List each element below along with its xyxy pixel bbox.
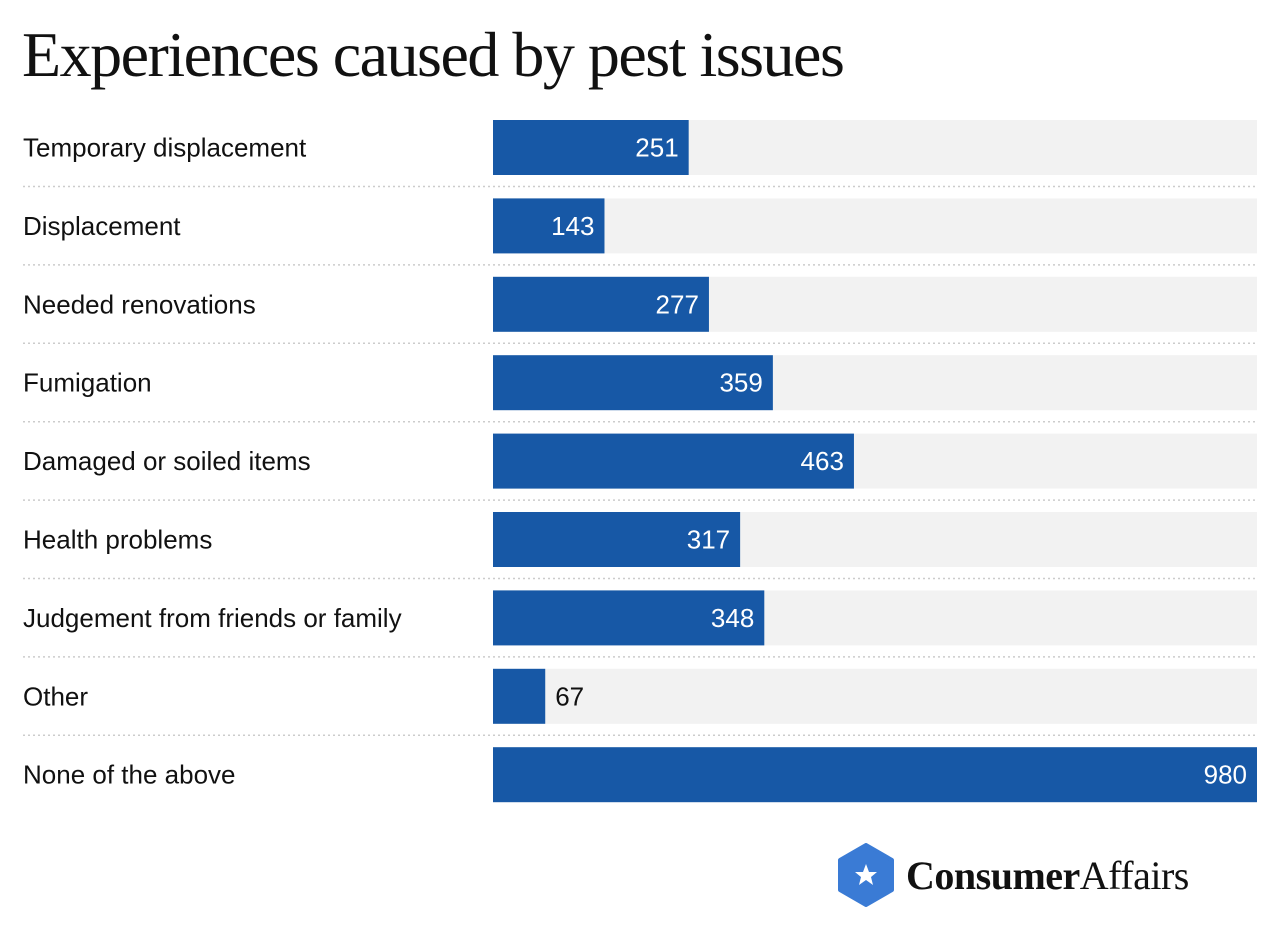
logo-text: ConsumerAffairs — [906, 852, 1189, 898]
bar-chart: Temporary displacement 251 Displacement 143… — [23, 120, 1257, 803]
value-label: 251 — [635, 133, 678, 163]
value-label: 348 — [711, 603, 754, 633]
value-label: 359 — [719, 368, 762, 398]
category-label: Damaged or soiled items — [23, 446, 311, 476]
bar — [493, 668, 546, 724]
category-label: Other — [23, 681, 88, 711]
consumeraffairs-logo: ConsumerAffairs — [836, 843, 1189, 907]
bar — [493, 512, 741, 567]
bar — [493, 355, 773, 411]
bar-row: Needed renovations 277 — [23, 276, 1257, 345]
value-label: 317 — [687, 525, 730, 555]
value-label: 463 — [801, 446, 844, 476]
bar-row: Fumigation 359 — [23, 355, 1257, 423]
value-label: 277 — [656, 289, 699, 319]
category-label: Fumigation — [23, 368, 152, 398]
value-label: 143 — [551, 211, 594, 241]
bar-row: Displacement 143 — [23, 198, 1257, 266]
category-label: None of the above — [23, 760, 236, 790]
value-label: 67 — [555, 681, 584, 711]
bar-row: Damaged or soiled items 463 — [23, 433, 1257, 501]
bar-row: Other 67 — [23, 668, 1257, 737]
bar-row: None of the above 980 — [23, 747, 1257, 803]
bar — [493, 590, 765, 646]
star-hexagon-icon — [838, 843, 894, 907]
bar-row: Health problems 317 — [23, 512, 1257, 580]
bar — [493, 747, 1257, 803]
bar-track — [493, 198, 1257, 254]
bar — [493, 433, 854, 489]
category-label: Needed renovations — [23, 289, 256, 319]
bar-row: Temporary displacement 251 — [23, 120, 1257, 188]
bar-track — [493, 668, 1257, 724]
category-label: Judgement from friends or family — [23, 603, 402, 633]
bar — [493, 198, 605, 254]
category-label: Displacement — [23, 211, 181, 241]
category-label: Health problems — [23, 525, 212, 555]
bar-row: Judgement from friends or family 348 — [23, 590, 1257, 658]
bar — [493, 276, 709, 332]
category-label: Temporary displacement — [23, 133, 307, 163]
chart-title: Experiences caused by pest issues — [22, 19, 845, 90]
value-label: 980 — [1204, 760, 1247, 790]
bar — [493, 120, 689, 175]
